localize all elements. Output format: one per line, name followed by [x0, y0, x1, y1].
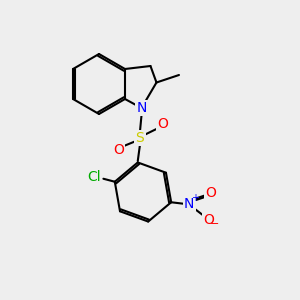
Text: O: O — [203, 213, 214, 227]
Text: N: N — [184, 197, 194, 211]
Text: −: − — [210, 219, 219, 229]
Text: O: O — [205, 186, 216, 200]
Text: O: O — [157, 118, 168, 131]
Text: N: N — [136, 101, 147, 115]
Text: S: S — [136, 131, 144, 145]
Text: Cl: Cl — [87, 170, 101, 184]
Text: O: O — [113, 143, 124, 157]
Text: +: + — [190, 194, 199, 203]
